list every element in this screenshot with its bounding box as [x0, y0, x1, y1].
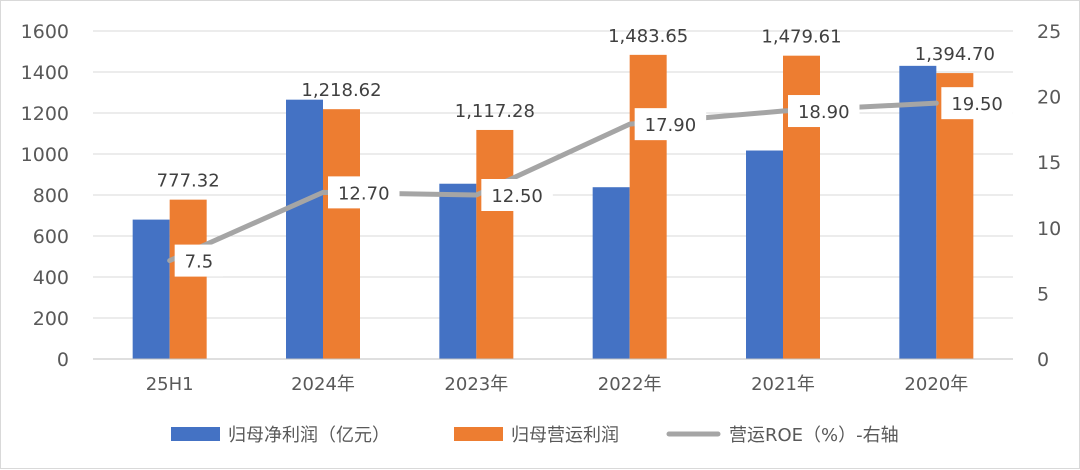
legend: 归母净利润（亿元） 归母营运利润 营运ROE（%）-右轴	[171, 425, 899, 446]
right-axis-tick-label: 15	[1037, 152, 1061, 174]
roe-label-background	[788, 95, 860, 128]
roe-label-background	[634, 108, 707, 141]
bar-net-profit	[439, 183, 477, 359]
roe-label-background	[481, 179, 553, 211]
left-axis-tick-label: 1400	[21, 62, 69, 84]
right-axis-tick-label: 0	[1037, 349, 1049, 371]
roe-label-background	[941, 87, 1013, 120]
bar-operating-profit	[476, 129, 514, 359]
bar-operating-profit	[629, 54, 667, 360]
legend-label-roe: 营运ROE（%）-右轴	[729, 425, 899, 446]
left-axis-tick-label: 800	[33, 185, 69, 207]
bar-net-profit	[132, 219, 170, 359]
legend-swatch-operating-profit	[454, 427, 503, 441]
left-axis-tick-label: 1000	[21, 144, 69, 166]
bar-net-profit	[899, 65, 937, 359]
roe-data-label: 7.5	[185, 252, 214, 273]
legend-swatch-net-profit	[171, 427, 220, 441]
roe-data-label: 12.50	[491, 186, 543, 207]
operating-profit-data-label: 1,117.28	[455, 101, 535, 122]
left-axis-tick-label: 600	[33, 226, 69, 248]
operating-profit-data-label: 1,218.62	[301, 80, 381, 101]
bar-net-profit	[592, 187, 630, 359]
left-axis-tick-label: 0	[57, 349, 69, 371]
gridlines	[93, 30, 1013, 360]
operating-profit-data-label: 777.32	[157, 171, 220, 192]
right-axis-tick-label: 5	[1037, 283, 1049, 305]
bar-net-profit	[286, 99, 323, 360]
x-axis-category-label: 2024年	[291, 374, 355, 395]
roe-label-background	[174, 244, 224, 277]
x-axis-category-label: 2023年	[444, 374, 508, 395]
operating-profit-data-label: 1,483.65	[608, 26, 688, 47]
roe-data-label: 12.70	[338, 183, 390, 204]
roe-label-background	[328, 176, 400, 209]
right-axis-tick-label: 20	[1037, 87, 1061, 109]
right-axis-tick-label: 25	[1037, 21, 1061, 43]
operating-profit-data-label: 1,394.70	[915, 44, 995, 65]
bar-operating-profit	[169, 199, 207, 359]
legend-label-operating-profit: 归母营运利润	[511, 425, 619, 446]
x-axis-category-label: 2020年	[904, 374, 968, 395]
x-axis-category-label: 2022年	[598, 374, 662, 395]
left-axis-tick-label: 1600	[21, 21, 69, 43]
x-axis-category-label: 2021年	[751, 374, 815, 395]
left-axis-tick-label: 1200	[21, 103, 69, 125]
operating-profit-data-label: 1,479.61	[761, 27, 841, 48]
bar-operating-profit	[936, 73, 974, 360]
roe-data-label: 19.50	[951, 94, 1003, 115]
bar-net-profit	[746, 150, 783, 359]
roe-data-label: 18.90	[798, 102, 850, 123]
axes: 0 200 400 600 800 1000 1200 1400 1600 0 5 10 15 20 25 2…	[21, 21, 1062, 395]
left-axis-tick-label: 400	[33, 267, 69, 289]
roe-data-label: 17.90	[645, 115, 697, 136]
data-labels: 777.32 1,218.62 1,117.28 1,483.65 1,479.61 1,…	[157, 26, 1013, 277]
bars	[132, 54, 974, 360]
bar-operating-profit	[323, 109, 360, 360]
right-axis-tick-label: 10	[1037, 218, 1061, 240]
legend-label-net-profit: 归母净利润（亿元）	[228, 425, 390, 446]
x-axis-category-label: 25H1	[146, 374, 194, 395]
left-axis-tick-label: 200	[33, 308, 69, 330]
